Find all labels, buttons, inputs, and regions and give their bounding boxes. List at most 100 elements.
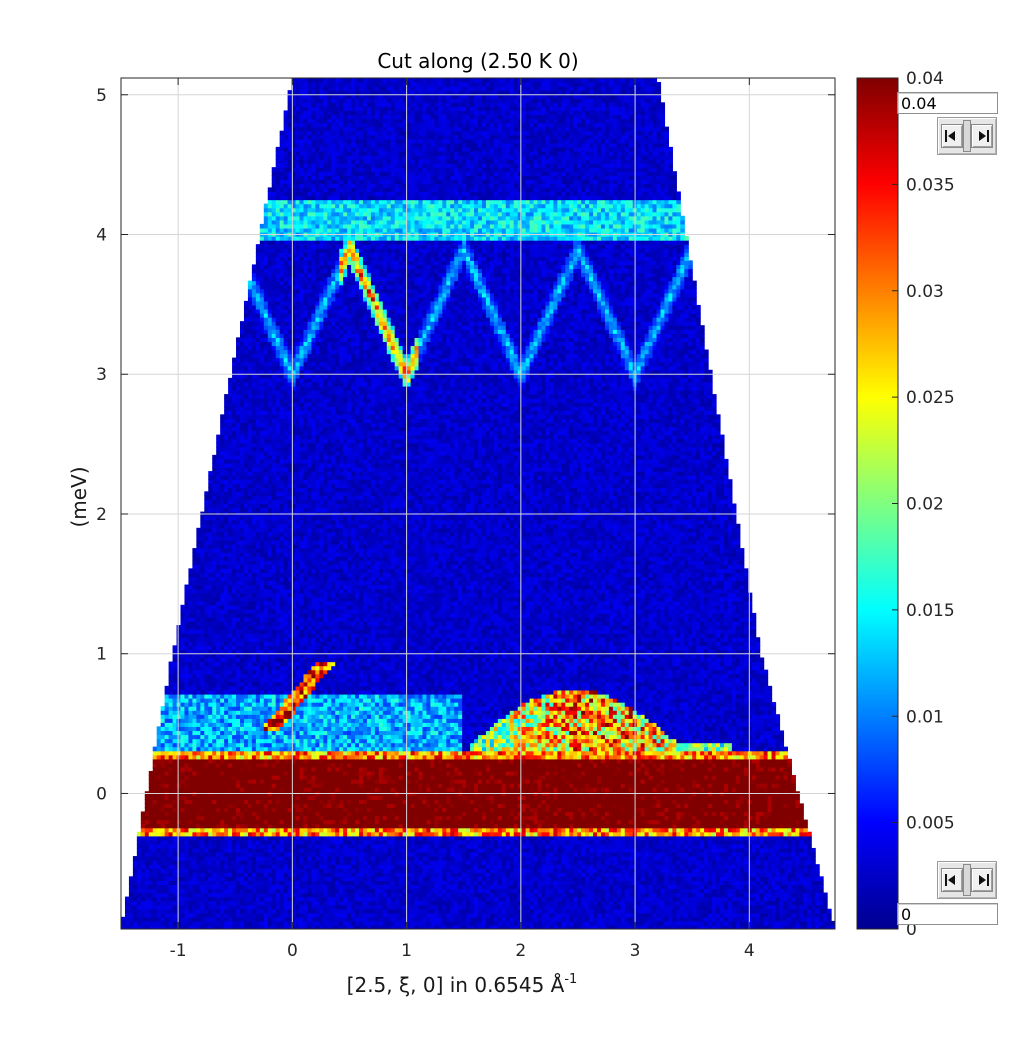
heatmap-cell [708, 824, 713, 829]
heatmap-cell [204, 876, 209, 881]
heatmap-cell [248, 816, 253, 821]
heatmap-cell [653, 897, 658, 902]
heatmap-cell [454, 917, 459, 922]
heatmap-cell [641, 828, 646, 833]
heatmap-cell [597, 897, 602, 902]
heatmap-cell [303, 836, 308, 841]
heatmap-cell [538, 864, 543, 869]
heatmap-cell [617, 820, 622, 825]
heatmap-cell [668, 856, 673, 861]
heatmap-cell [470, 905, 475, 910]
heatmap-cell [744, 888, 749, 893]
heatmap-cell [260, 828, 265, 833]
heatmap-cell [518, 864, 523, 869]
heatmap-cell [530, 888, 535, 893]
heatmap-cell [530, 880, 535, 885]
heatmap-cell [724, 872, 729, 877]
heatmap-cell [541, 868, 546, 873]
heatmap-cell [756, 913, 761, 918]
heatmap-cell [593, 909, 598, 914]
heatmap-cell [303, 868, 308, 873]
heatmap-cell [379, 905, 384, 910]
heatmap-cell [605, 921, 610, 926]
heatmap-cell [478, 856, 483, 861]
heatmap-cell [339, 897, 344, 902]
heatmap-cell [772, 901, 777, 906]
heatmap-cell [764, 913, 769, 918]
heatmap-cell [795, 844, 800, 849]
heatmap-cell [311, 897, 316, 902]
heatmap-cell [153, 856, 158, 861]
heatmap-cell [466, 909, 471, 914]
heatmap-cell [557, 836, 562, 841]
heatmap-cell [149, 852, 154, 857]
heatmap-cell [494, 897, 499, 902]
heatmap-cell [280, 905, 285, 910]
heatmap-cell [280, 872, 285, 877]
heatmap-cell [760, 860, 765, 865]
heatmap-cell [355, 888, 360, 893]
heatmap-cell [276, 860, 281, 865]
heatmap-cell [776, 872, 781, 877]
heatmap-cell [692, 921, 697, 926]
heatmap-cell [799, 852, 804, 857]
heatmap-cell [490, 876, 495, 881]
heatmap-cell [716, 909, 721, 914]
heatmap-cell [732, 897, 737, 902]
heatmap-cell [454, 836, 459, 841]
heatmap-cell [589, 888, 594, 893]
heatmap-cell [415, 860, 420, 865]
heatmap-cell [296, 828, 301, 833]
heatmap-cell [565, 864, 570, 869]
heatmap-cell [589, 880, 594, 885]
heatmap-cell [791, 872, 796, 877]
heatmap-cell [791, 876, 796, 881]
heatmap-cell [157, 856, 162, 861]
heatmap-cell [347, 820, 352, 825]
heatmap-cell [137, 893, 142, 898]
heatmap-cell [363, 905, 368, 910]
heatmap-cell [724, 880, 729, 885]
heatmap-cell [783, 820, 788, 825]
heatmap-cell [637, 876, 642, 881]
heatmap-cell [288, 860, 293, 865]
heatmap-cell [819, 905, 824, 910]
heatmap-cell [407, 824, 412, 829]
heatmap-cell [744, 909, 749, 914]
heatmap-cell [688, 824, 693, 829]
heatmap-cell [145, 909, 150, 914]
heatmap-cell [756, 824, 761, 829]
heatmap-cell [216, 820, 221, 825]
heatmap-cell [700, 860, 705, 865]
heatmap-cell [264, 921, 269, 926]
heatmap-cell [462, 880, 467, 885]
heatmap-cell [288, 888, 293, 893]
heatmap-cell [422, 848, 427, 853]
heatmap-cell [474, 909, 479, 914]
heatmap-cell [724, 884, 729, 889]
heatmap-cell [704, 820, 709, 825]
heatmap-cell [696, 840, 701, 845]
heatmap-cell [169, 884, 174, 889]
heatmap-cell [137, 856, 142, 861]
heatmap-cell [732, 868, 737, 873]
heatmap-cell [791, 824, 796, 829]
heatmap-cell [220, 856, 225, 861]
heatmap-cell [740, 828, 745, 833]
heatmap-cell [319, 840, 324, 845]
heatmap-cell [379, 848, 384, 853]
heatmap-cell [422, 876, 427, 881]
heatmap-cell [637, 856, 642, 861]
heatmap-cell [169, 832, 174, 837]
heatmap-cell [581, 917, 586, 922]
heatmap-cell [732, 872, 737, 877]
heatmap-cell [752, 820, 757, 825]
heatmap-cell [613, 824, 618, 829]
heatmap-cell [224, 844, 229, 849]
heatmap-cell [803, 897, 808, 902]
heatmap-cell [541, 840, 546, 845]
heatmap-cell [252, 897, 257, 902]
heatmap-cell [284, 824, 289, 829]
heatmap-cell [419, 828, 424, 833]
heatmap-cell [462, 828, 467, 833]
